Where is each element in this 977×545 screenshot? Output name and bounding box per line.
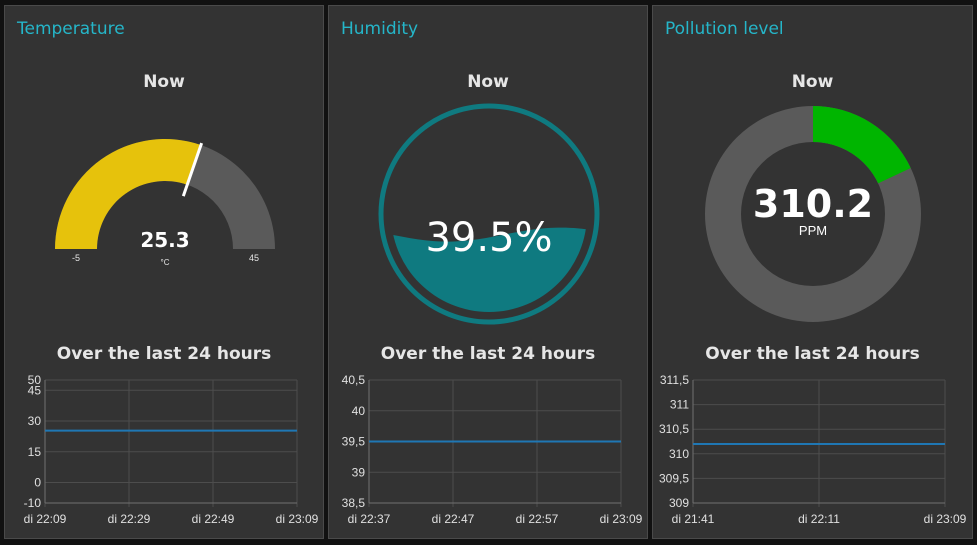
pollution-unit: PPM <box>799 223 827 238</box>
pollution-history-chart: 309 309,5 310 310,5 311 311,5 di 21:41 di 22:11… <box>659 373 967 526</box>
humidity-chart-y-tick-label: 39 <box>352 465 366 479</box>
humidity-chart-x-tick-label: di 23:09 <box>600 512 643 526</box>
humidity-history-label: Over the last 24 hours <box>380 344 596 364</box>
temperature-chart-x-tick-label: di 22:49 <box>192 512 235 526</box>
temperature-chart-y-tick-label: 50 <box>28 373 42 387</box>
temperature-chart-x-tick-label: di 22:09 <box>24 512 67 526</box>
humidity-chart-x-tick-label: di 22:37 <box>348 512 391 526</box>
temperature-unit: °C <box>161 258 170 267</box>
pollution-value: 310.2 <box>753 182 873 226</box>
pollution-chart-x-tick-label: di 23:09 <box>924 512 967 526</box>
humidity-now-label: Now <box>467 72 509 92</box>
temperature-chart-y-tick-label: 0 <box>34 476 41 490</box>
temperature-panel: Temperature Now 25.3 °C -5 45 Over the l… <box>4 5 324 539</box>
humidity-value: 39.5% <box>425 215 552 261</box>
humidity-title: Humidity <box>341 19 419 39</box>
pollution-chart-y-tick-label: 311,5 <box>660 373 689 387</box>
humidity-chart-y-tick-label: 40,5 <box>342 373 366 387</box>
temperature-min-label: -5 <box>72 253 80 263</box>
pollution-history-label: Over the last 24 hours <box>705 344 920 364</box>
temperature-chart-y-tick-label: 30 <box>28 414 42 428</box>
pollution-chart-y-tick-label: 309 <box>669 496 689 510</box>
pollution-gauge-fill <box>813 106 911 184</box>
temperature-chart-y-tick-label: -10 <box>24 496 42 510</box>
pollution-panel: Pollution level Now 310.2 PPM Over the l… <box>652 5 973 539</box>
pollution-chart-x-tick-label: di 21:41 <box>672 512 715 526</box>
temperature-chart-y-tick-label: 45 <box>28 383 42 397</box>
humidity-chart-y-tick-label: 38,5 <box>342 496 366 510</box>
humidity-chart-y-tick-label: 39,5 <box>342 435 366 449</box>
temperature-gauge-needle <box>181 142 204 197</box>
pollution-now-label: Now <box>791 72 834 92</box>
humidity-history-chart: 38,5 39 39,5 40 40,5 di 22:37 di 22:47 di 22:57… <box>342 373 643 526</box>
temperature-chart-y-tick-label: 15 <box>28 445 42 459</box>
temperature-chart-x-tick-label: di 22:29 <box>108 512 151 526</box>
temperature-now-label: Now <box>143 72 185 92</box>
humidity-chart-x-tick-label: di 22:57 <box>516 512 559 526</box>
humidity-gauge: 39.5% <box>378 103 600 325</box>
pollution-chart-y-tick-label: 310,5 <box>659 422 689 436</box>
pollution-title: Pollution level <box>665 19 784 39</box>
pollution-chart-y-tick-label: 311 <box>670 398 689 412</box>
humidity-gauge-water <box>391 227 587 312</box>
pollution-chart-x-tick-label: di 22:11 <box>798 512 840 526</box>
temperature-gauge: 25.3 °C -5 45 <box>55 138 275 267</box>
temperature-gauge-fill <box>55 138 201 249</box>
pollution-chart-y-tick-label: 309,5 <box>659 471 689 485</box>
pollution-chart-y-tick-label: 310 <box>669 447 689 461</box>
temperature-title: Temperature <box>17 19 125 39</box>
pollution-gauge: 310.2 PPM <box>705 106 921 322</box>
humidity-chart-x-tick-label: di 22:47 <box>432 512 475 526</box>
temperature-max-label: 45 <box>249 253 259 263</box>
humidity-gauge-ring <box>378 103 600 325</box>
humidity-panel: Humidity Now 39.5% Over the last 24 hour… <box>328 5 648 539</box>
humidity-chart-y-tick-label: 40 <box>352 404 366 418</box>
temperature-history-label: Over the last 24 hours <box>56 344 272 364</box>
temperature-value: 25.3 <box>140 228 189 252</box>
temperature-chart-x-tick-label: di 23:09 <box>276 512 319 526</box>
